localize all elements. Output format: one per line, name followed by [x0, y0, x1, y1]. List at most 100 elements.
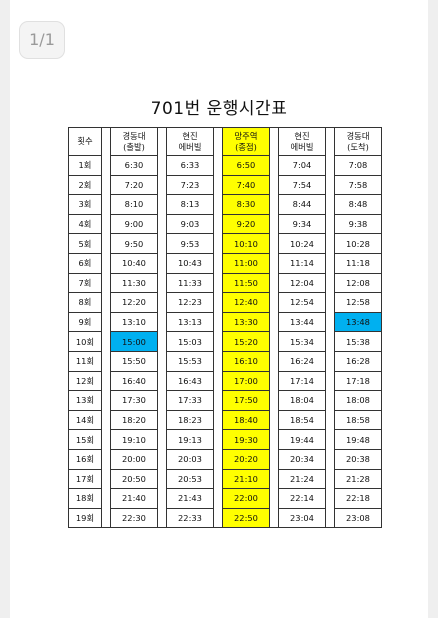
column-spacer [157, 233, 167, 254]
trip-number-cell: 13회 [68, 390, 102, 411]
column-spacer [269, 331, 279, 352]
column-header: 횟수 [68, 127, 102, 156]
time-cell: 12:23 [166, 292, 214, 313]
time-cell: 13:10 [110, 311, 158, 333]
column-spacer [157, 371, 167, 391]
time-cell: 7:20 [110, 174, 158, 196]
time-cell: 20:34 [278, 448, 326, 470]
timetable-body: 1회 6:30 6:33 6:50 7:04 7:08 2회 7:20 7:23 7:40 7:54… [68, 155, 382, 529]
column-spacer [101, 273, 111, 293]
column-spacer [157, 390, 167, 411]
column-header: 현진 에버빌 [278, 127, 326, 156]
column-header-line2: 에버빌 [178, 141, 202, 152]
time-cell: 18:40 [222, 409, 270, 431]
time-cell: 17:33 [166, 390, 214, 411]
column-spacer [325, 292, 335, 313]
time-cell: 12:04 [278, 272, 326, 294]
column-spacer [325, 410, 335, 430]
trip-number-cell: 19회 [68, 507, 102, 529]
time-cell: 16:10 [222, 350, 270, 372]
time-cell: 11:14 [278, 252, 326, 274]
table-row: 4회 9:00 9:03 9:20 9:34 9:38 [68, 213, 382, 235]
table-row: 17회 20:50 20:53 21:10 21:24 21:28 [68, 468, 382, 490]
column-header-line1: 횟수 [77, 136, 93, 146]
trip-number-cell: 12회 [68, 370, 102, 392]
column-spacer [213, 233, 223, 254]
trip-number-cell: 15회 [68, 429, 102, 450]
time-cell: 19:30 [222, 429, 270, 450]
column-spacer [101, 233, 111, 254]
column-spacer [269, 469, 279, 489]
time-cell: 13:13 [166, 311, 214, 333]
column-spacer [157, 488, 167, 509]
time-cell: 7:04 [278, 155, 326, 176]
column-spacer [157, 429, 167, 450]
column-spacer [213, 371, 223, 391]
table-row: 8회 12:20 12:23 12:40 12:54 12:58 [68, 292, 382, 313]
time-cell: 16:43 [166, 370, 214, 392]
time-cell: 10:43 [166, 252, 214, 274]
column-spacer [269, 127, 279, 156]
time-cell: 7:40 [222, 174, 270, 196]
column-header-line1: 망주역 [234, 130, 258, 141]
time-cell: 9:34 [278, 213, 326, 235]
column-spacer [157, 273, 167, 293]
column-spacer [157, 508, 167, 529]
column-spacer [325, 253, 335, 274]
time-cell: 21:24 [278, 468, 326, 490]
table-row: 11회 15:50 15:53 16:10 16:24 16:28 [68, 350, 382, 372]
column-spacer [101, 127, 111, 156]
column-spacer [269, 214, 279, 234]
column-spacer [269, 175, 279, 195]
column-spacer [213, 127, 223, 156]
time-cell: 21:10 [222, 468, 270, 490]
trip-number-cell: 9회 [68, 311, 102, 333]
column-header: 현진 에버빌 [166, 127, 214, 156]
column-spacer [213, 175, 223, 195]
column-spacer [269, 194, 279, 215]
time-cell: 17:50 [222, 390, 270, 411]
time-cell: 20:53 [166, 468, 214, 490]
table-row: 7회 11:30 11:33 11:50 12:04 12:08 [68, 272, 382, 294]
column-spacer [213, 194, 223, 215]
trip-number-cell: 8회 [68, 292, 102, 313]
time-cell: 9:50 [110, 233, 158, 254]
time-cell: 10:28 [334, 233, 382, 254]
trip-number-cell: 18회 [68, 488, 102, 509]
column-header-line1: 경동대 [122, 130, 146, 141]
column-spacer [269, 253, 279, 274]
trip-number-cell: 4회 [68, 213, 102, 235]
time-cell: 9:00 [110, 213, 158, 235]
time-cell: 20:03 [166, 448, 214, 470]
trip-number-cell: 2회 [68, 174, 102, 196]
time-cell: 10:40 [110, 252, 158, 274]
time-cell: 6:30 [110, 155, 158, 176]
table-row: 13회 17:30 17:33 17:50 18:04 18:08 [68, 390, 382, 411]
trip-number-cell: 11회 [68, 350, 102, 372]
column-header: 경동대 (출발) [110, 127, 158, 156]
time-cell: 15:38 [334, 331, 382, 352]
page-indicator: 1/1 [20, 22, 64, 58]
time-cell: 7:08 [334, 155, 382, 176]
trip-number-cell: 17회 [68, 468, 102, 490]
time-cell: 11:00 [222, 252, 270, 274]
column-spacer [213, 253, 223, 274]
time-cell: 20:20 [222, 448, 270, 470]
time-cell: 10:10 [222, 233, 270, 254]
column-spacer [325, 429, 335, 450]
time-cell: 11:18 [334, 252, 382, 274]
column-spacer [101, 292, 111, 313]
column-spacer [325, 233, 335, 254]
column-spacer [269, 292, 279, 313]
column-spacer [325, 488, 335, 509]
column-spacer [101, 194, 111, 215]
table-row: 12회 16:40 16:43 17:00 17:14 17:18 [68, 370, 382, 392]
time-cell: 7:54 [278, 174, 326, 196]
column-spacer [269, 488, 279, 509]
column-spacer [101, 410, 111, 430]
table-row: 14회 18:20 18:23 18:40 18:54 18:58 [68, 409, 382, 431]
column-spacer [101, 214, 111, 234]
column-spacer [213, 292, 223, 313]
time-cell: 23:08 [334, 507, 382, 529]
time-cell: 12:20 [110, 292, 158, 313]
